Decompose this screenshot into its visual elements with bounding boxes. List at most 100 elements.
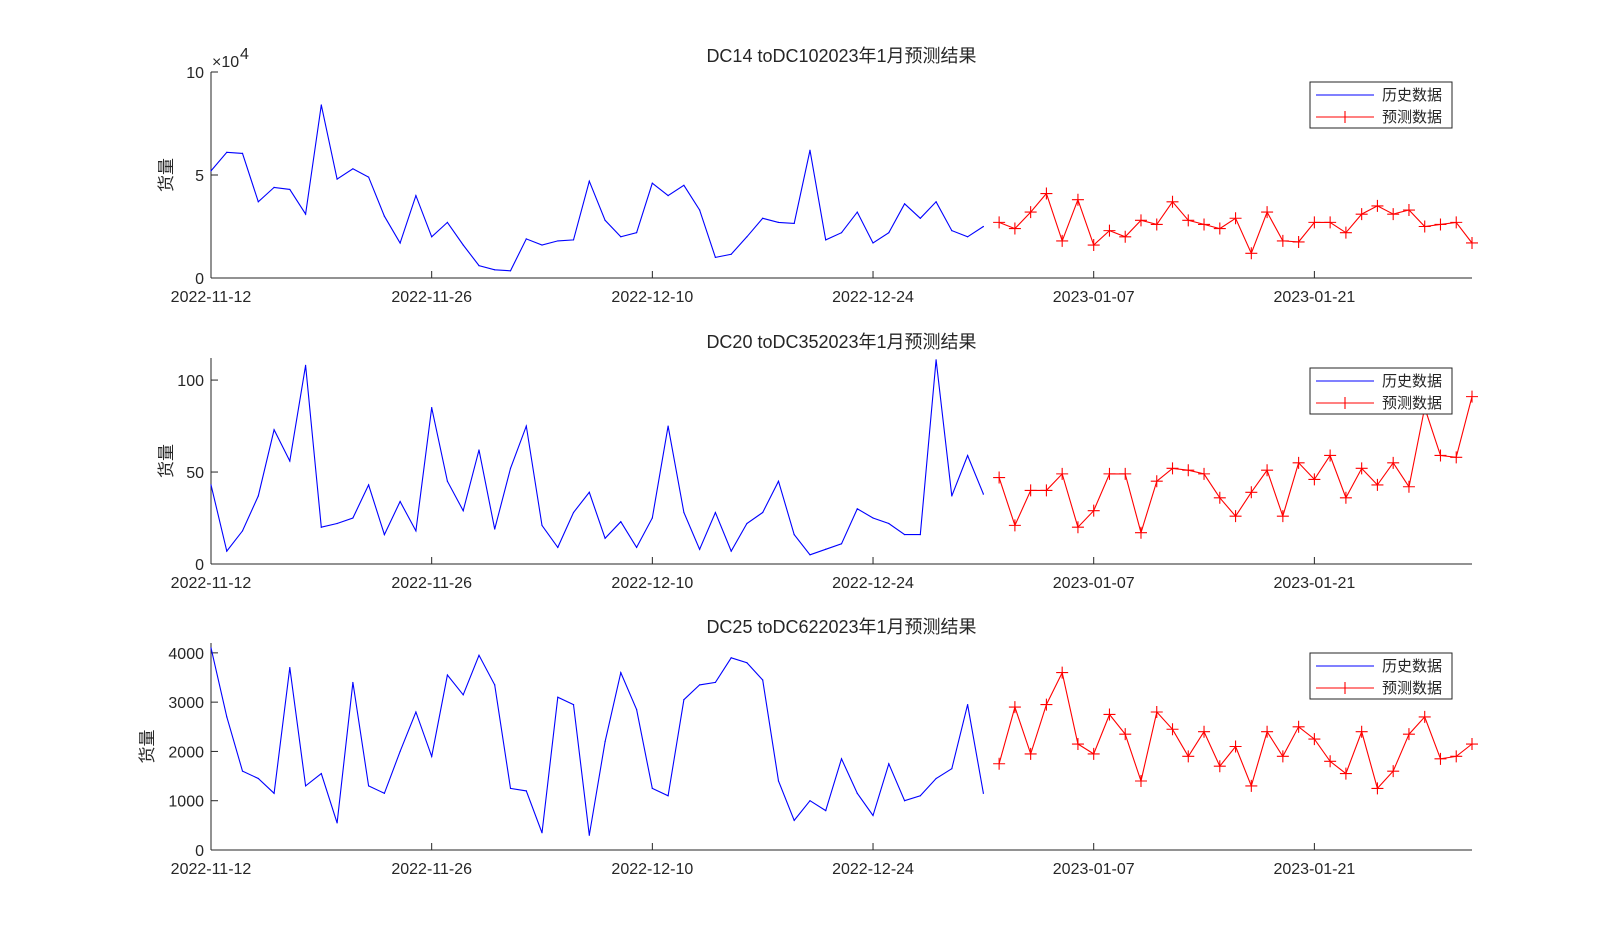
data-point-marker (1292, 235, 1305, 248)
chart-title: DC20 toDC352023年1月预测结果 (706, 332, 976, 352)
data-point-marker (1150, 218, 1163, 231)
data-point-marker (1450, 750, 1463, 763)
data-point (683, 511, 685, 514)
data-point (431, 236, 433, 238)
data-point (494, 684, 496, 686)
data-point (257, 495, 259, 497)
data-point (478, 654, 480, 656)
data-point (289, 188, 291, 191)
data-point (903, 800, 906, 802)
x-tick-label: 2022-11-26 (391, 289, 472, 306)
data-point (888, 232, 890, 234)
data-point (446, 480, 449, 482)
x-tick-label: 2022-11-12 (171, 575, 252, 592)
x-tick-label: 2022-12-10 (611, 861, 693, 878)
data-point-marker (1119, 230, 1132, 243)
data-point (478, 265, 480, 267)
data-point-marker (1024, 747, 1037, 760)
data-point (415, 195, 417, 197)
data-point-marker (1024, 484, 1037, 497)
data-point-marker (1119, 728, 1132, 741)
legend-marker (1339, 397, 1351, 409)
data-point (919, 533, 921, 536)
data-point (352, 517, 354, 519)
data-point-marker (1056, 666, 1069, 679)
data-point-marker (1418, 220, 1431, 233)
data-point-marker (993, 216, 1006, 229)
y-exponent-label: ×10 (212, 54, 239, 71)
data-point-marker (1276, 510, 1289, 523)
data-point (541, 524, 543, 526)
data-point-marker (1276, 750, 1289, 763)
data-point (431, 407, 433, 409)
data-point (872, 242, 874, 244)
data-point (368, 785, 370, 787)
data-point-marker (1213, 222, 1226, 235)
data-point (683, 699, 685, 701)
data-point-marker (1008, 222, 1021, 235)
data-point (762, 217, 764, 219)
data-point (273, 792, 275, 794)
y-tick-label: 0 (195, 271, 204, 288)
y-tick-label: 10 (186, 65, 204, 82)
x-tick-label: 2023-01-07 (1053, 861, 1135, 878)
data-point (210, 170, 212, 172)
x-tick-label: 2023-01-07 (1053, 289, 1135, 306)
data-point (557, 240, 559, 242)
data-point (746, 236, 748, 238)
data-point-marker (1008, 701, 1021, 714)
legend-box (1309, 652, 1453, 700)
data-point (494, 528, 496, 530)
data-point-marker (1324, 755, 1337, 768)
data-point-marker (1229, 212, 1242, 225)
data-point-marker (1324, 216, 1337, 229)
data-point (572, 239, 575, 241)
data-point (951, 230, 953, 232)
series-line-history (210, 647, 984, 836)
data-point (241, 770, 244, 772)
data-point-marker (1371, 199, 1384, 212)
data-point-marker (993, 757, 1006, 770)
data-point (903, 533, 906, 536)
subplot-2: 0 50 100 2022-11-12 2022-11-26 2022-12-10 2022… (157, 332, 1478, 592)
data-point-marker (1402, 480, 1415, 493)
data-point-marker (1261, 464, 1274, 477)
data-point (651, 787, 653, 789)
data-point (777, 780, 780, 782)
data-point-marker (1040, 187, 1053, 200)
data-point-marker (1213, 491, 1226, 504)
chart-title: DC14 toDC102023年1月预测结果 (706, 46, 976, 66)
data-point-marker (1182, 214, 1195, 227)
data-point (620, 236, 622, 238)
data-point (982, 225, 984, 228)
data-point (777, 221, 780, 223)
data-point (604, 219, 606, 221)
data-point (446, 674, 449, 676)
data-point (777, 480, 780, 482)
data-point-marker (1071, 521, 1084, 534)
data-point-marker (1134, 526, 1147, 539)
data-point-marker (1292, 456, 1305, 469)
data-point (604, 537, 606, 539)
data-point (572, 704, 575, 706)
data-point-marker (1182, 464, 1195, 477)
data-point (699, 209, 701, 211)
data-point-marker (1371, 478, 1384, 491)
series-line-history (210, 104, 984, 272)
data-point (651, 517, 653, 519)
data-point (399, 500, 401, 503)
data-point-marker (1434, 449, 1447, 462)
data-point-marker (1308, 733, 1321, 746)
legend-label: 历史数据 (1382, 373, 1442, 390)
x-tick-label: 2022-11-12 (171, 861, 252, 878)
data-point-marker (1245, 779, 1258, 792)
data-point (273, 429, 275, 431)
y-axis-label: 货量 (138, 730, 157, 764)
data-point (509, 787, 512, 789)
data-point (588, 834, 590, 836)
data-point (825, 548, 827, 550)
subplot-3: 0 1000 2000 3000 4000 2022-11-12 2022-11-26 202… (138, 617, 1478, 878)
data-point (825, 809, 827, 812)
